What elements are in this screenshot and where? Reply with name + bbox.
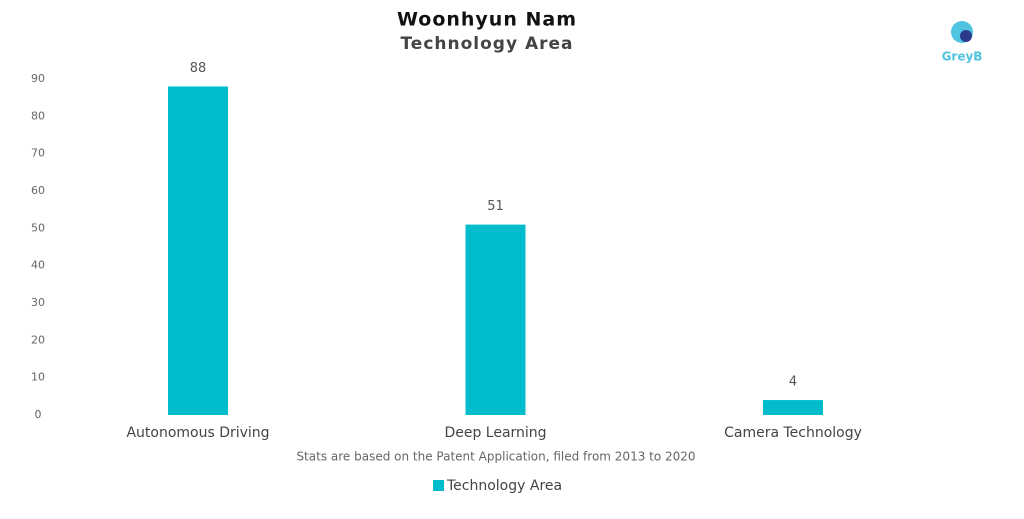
footnote: Stats are based on the Patent Applicatio… [296,450,695,464]
y-tick-label: 40 [31,259,45,272]
legend-swatch [433,480,444,491]
x-tick-label: Deep Learning [444,425,546,441]
y-tick-label: 90 [31,72,45,85]
logo: GreyB [942,21,983,64]
bar [168,86,228,415]
data-label: 4 [789,375,797,390]
legend-label: Technology Area [446,478,562,494]
x-tick-label: Autonomous Driving [126,425,269,441]
y-tick-label: 70 [31,147,45,160]
x-tick-label: Camera Technology [724,425,862,441]
y-tick-label: 20 [31,333,45,346]
bar [465,224,526,415]
logo-icon-inner [960,30,972,42]
y-tick-label: 80 [31,109,45,122]
bar [763,400,823,415]
y-tick-label: 50 [31,221,45,234]
data-label: 88 [190,61,207,76]
logo-text: GreyB [942,50,983,64]
chart-subtitle: Technology Area [400,34,573,54]
y-tick-label: 30 [31,296,45,309]
data-label: 51 [487,199,504,214]
y-tick-label: 10 [31,371,45,384]
y-tick-label: 0 [35,408,42,421]
chart-title: Woonhyun Nam [397,9,577,31]
y-tick-label: 60 [31,184,45,197]
